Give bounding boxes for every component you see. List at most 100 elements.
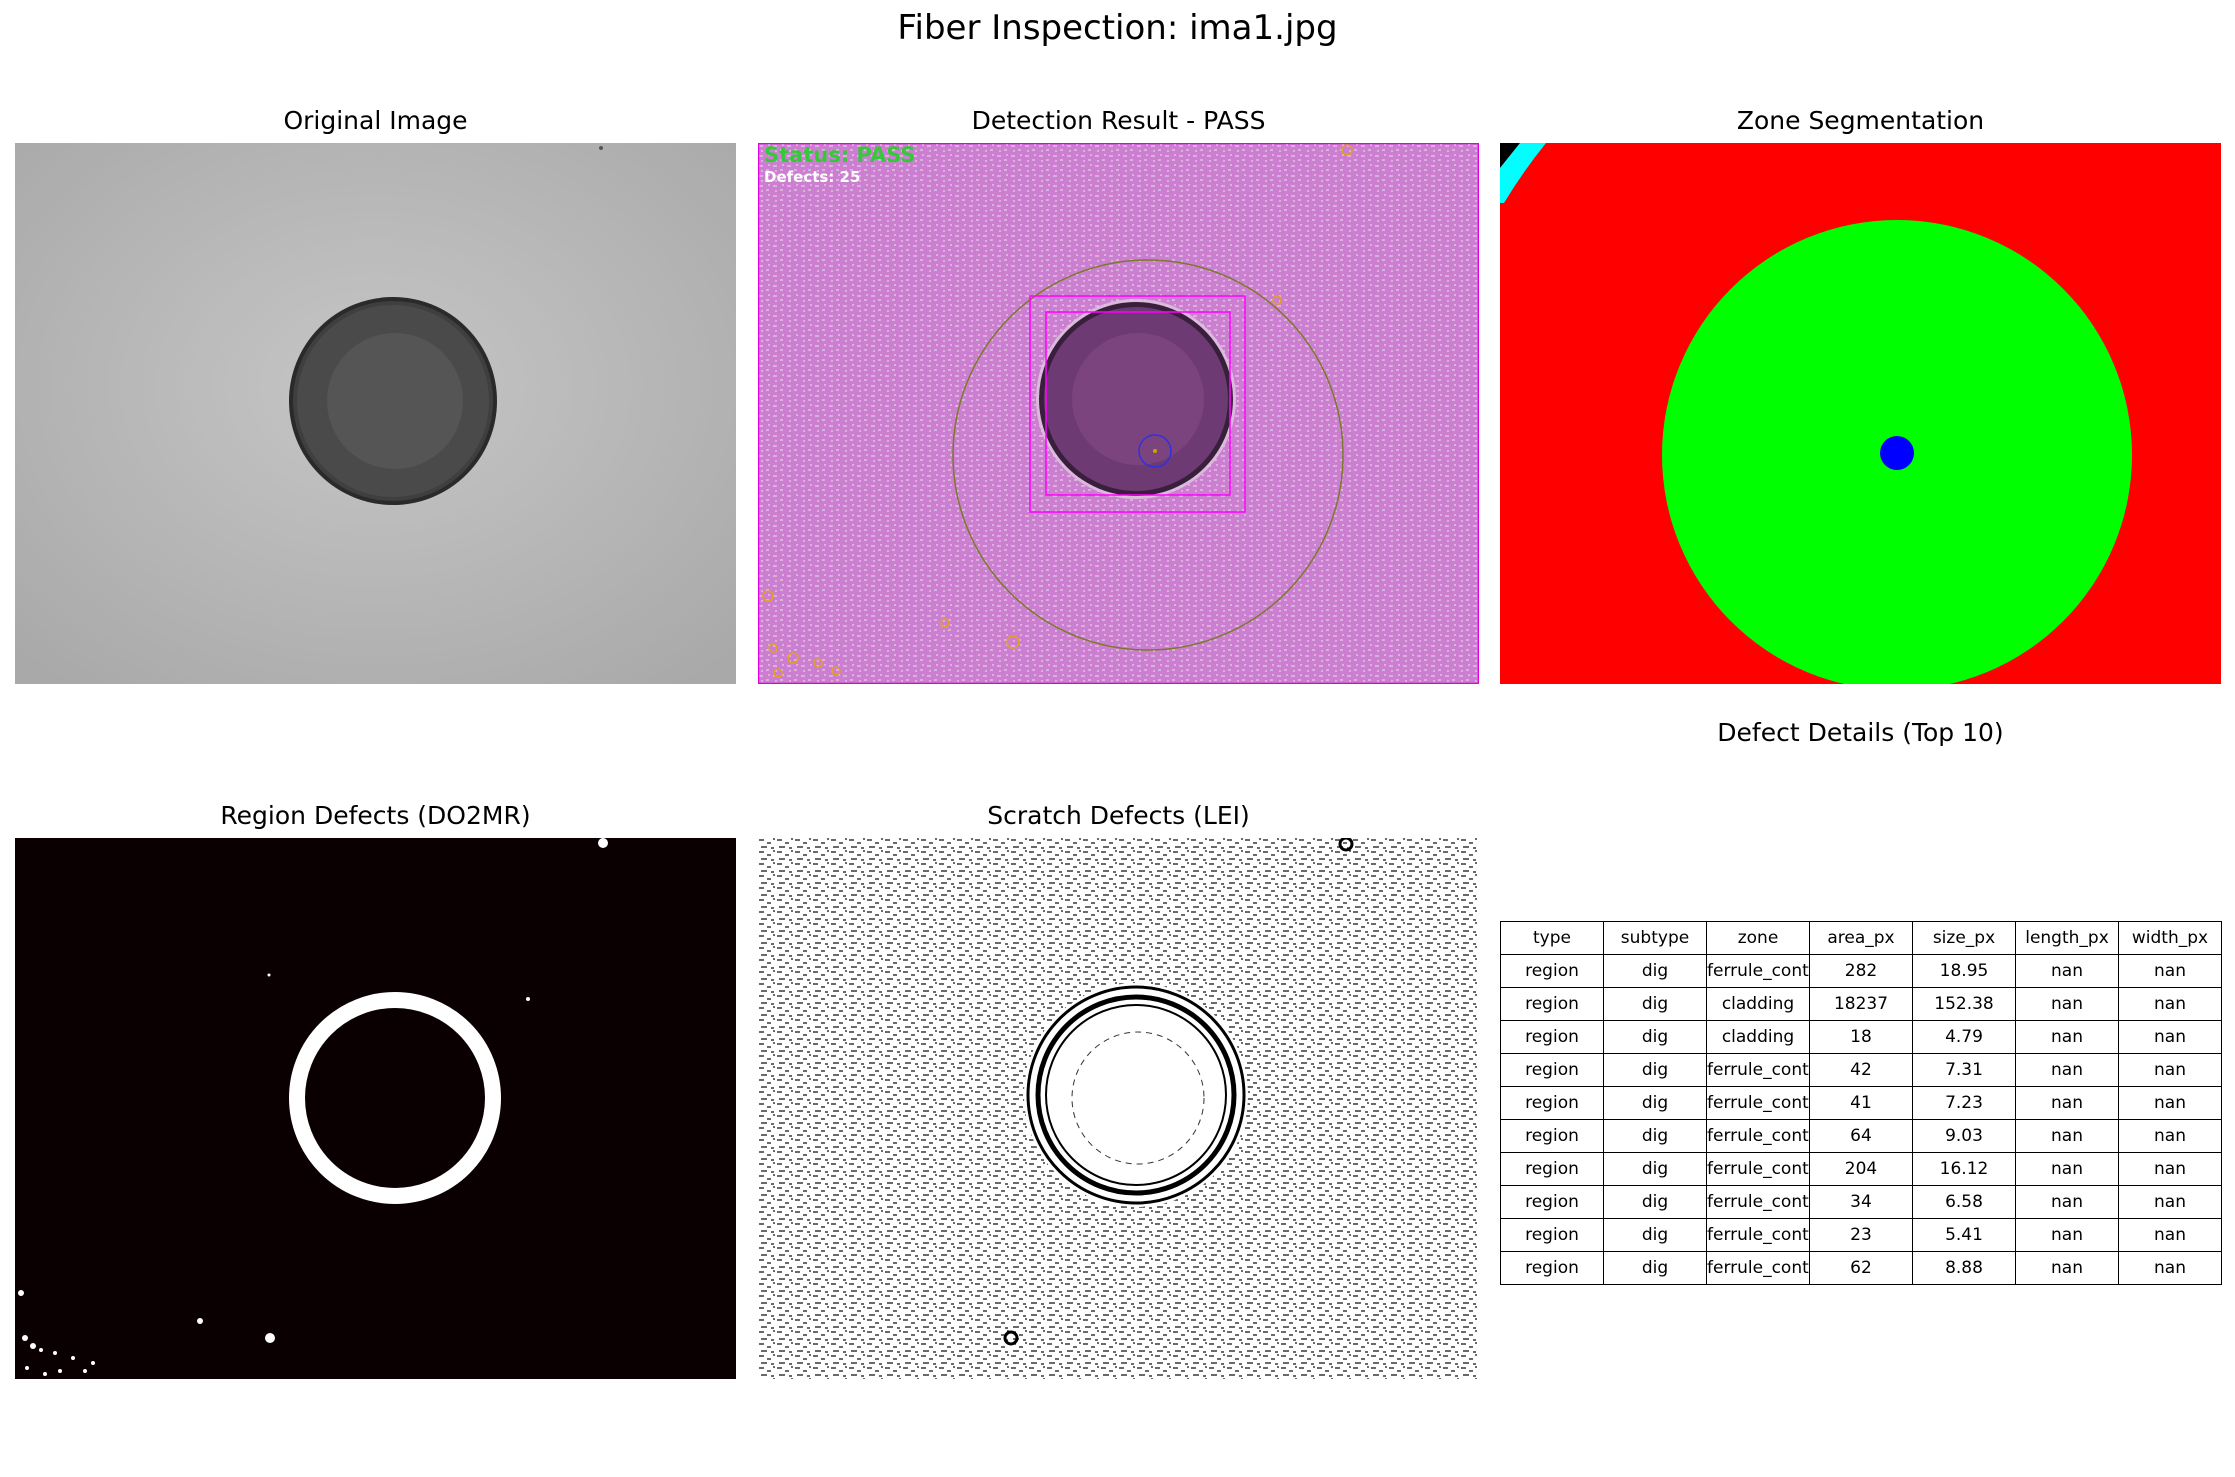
defect-details-table: type subtype zone area_px size_px length… [1500,921,2222,1285]
table-cell: region [1500,954,1604,988]
table-cell: dig [1603,1218,1707,1252]
table-cell: region [1500,987,1604,1021]
table-header-row: type subtype zone area_px size_px length… [1500,921,2222,955]
scratch-defects-panel [758,838,1479,1379]
column-header: size_px [1912,921,2016,955]
table-cell: dig [1603,1020,1707,1054]
table-cell: 204 [1809,1152,1913,1186]
table-cell: 8.88 [1912,1251,2016,1285]
table-cell: nan [2118,1119,2222,1153]
adhesive-zone [1500,143,1546,203]
table-cell: ferrule_contact [1706,1086,1810,1120]
table-cell: ferrule_contact [1706,1251,1810,1285]
table-cell: cladding [1706,987,1810,1021]
table-cell: nan [2015,954,2119,988]
table-cell: 6.58 [1912,1185,2016,1219]
table-cell: region [1500,1020,1604,1054]
scratch-defects-title: Scratch Defects (LEI) [987,801,1250,830]
table-cell: 9.03 [1912,1119,2016,1153]
table-cell: nan [2118,1086,2222,1120]
zone-segmentation-title: Zone Segmentation [1736,106,1985,135]
table-cell: dig [1603,1119,1707,1153]
table-cell: ferrule_contact [1706,1152,1810,1186]
table-cell: 7.23 [1912,1086,2016,1120]
table-cell: 282 [1809,954,1913,988]
table-cell: nan [2015,1152,2119,1186]
figure-title: Fiber Inspection: ima1.jpg [897,8,1338,48]
table-cell: nan [2118,1218,2222,1252]
defects-count-overlay-text: Defects: 25 [764,168,861,186]
region-defects-panel [15,838,736,1379]
table-cell: 152.38 [1912,987,2016,1021]
table-cell: 18.95 [1912,954,2016,988]
table-cell: dig [1603,1251,1707,1285]
table-cell: dig [1603,1086,1707,1120]
table-cell: nan [2118,1020,2222,1054]
table-cell: nan [2015,1119,2119,1153]
table-cell: 64 [1809,1119,1913,1153]
column-header: subtype [1603,921,1707,955]
column-header: width_px [2118,921,2222,955]
original-image-panel [15,143,736,684]
table-cell: region [1500,1053,1604,1087]
table-cell: dig [1603,1152,1707,1186]
table-cell: ferrule_contact [1706,1185,1810,1219]
table-cell: 7.31 [1912,1053,2016,1087]
column-header: type [1500,921,1604,955]
table-cell: 18 [1809,1020,1913,1054]
table-cell: 34 [1809,1185,1913,1219]
defect-details-title: Defect Details (Top 10) [1717,718,2004,747]
table-cell: nan [2015,1053,2119,1087]
table-cell: nan [2118,1053,2222,1087]
table-cell: ferrule_contact [1706,1218,1810,1252]
table-cell: 4.79 [1912,1020,2016,1054]
column-header: zone [1706,921,1810,955]
status-overlay-text: Status: PASS [764,143,916,167]
table-cell: nan [2118,1185,2222,1219]
table-cell: nan [2015,1185,2119,1219]
table-cell: region [1500,1185,1604,1219]
table-cell: nan [2015,1086,2119,1120]
table-cell: 16.12 [1912,1152,2016,1186]
table-cell: nan [2118,1152,2222,1186]
table-cell: nan [2118,987,2222,1021]
table-cell: region [1500,1251,1604,1285]
table-cell: 18237 [1809,987,1913,1021]
table-cell: nan [2118,954,2222,988]
table-cell: dig [1603,1053,1707,1087]
table-cell: 5.41 [1912,1218,2016,1252]
table-cell: ferrule_contact [1706,954,1810,988]
table-row: region dig cladding 18 4.79 nan nan [1500,1020,2222,1054]
zone-segmentation-panel [1500,143,2221,684]
table-cell: ferrule_contact [1706,1119,1810,1153]
table-cell: region [1500,1218,1604,1252]
detection-result-panel: Status: PASS Defects: 25 [758,143,1479,684]
region-defects-title: Region Defects (DO2MR) [220,801,531,830]
table-cell: nan [2015,1251,2119,1285]
table-cell: cladding [1706,1020,1810,1054]
table-cell: nan [2015,1218,2119,1252]
table-cell: dig [1603,987,1707,1021]
table-cell: 62 [1809,1251,1913,1285]
table-row: region dig cladding 18237 152.38 nan nan [1500,987,2222,1021]
table-cell: 42 [1809,1053,1913,1087]
original-image-title: Original Image [283,106,468,135]
table-cell: dig [1603,1185,1707,1219]
table-cell: region [1500,1086,1604,1120]
table-cell: 41 [1809,1086,1913,1120]
table-cell: ferrule_contact [1706,1053,1810,1087]
table-cell: nan [2015,987,2119,1021]
table-cell: nan [2118,1251,2222,1285]
core-zone [1880,436,1914,470]
table-cell: 23 [1809,1218,1913,1252]
table-cell: region [1500,1119,1604,1153]
table-cell: nan [2015,1020,2119,1054]
table-cell: region [1500,1152,1604,1186]
